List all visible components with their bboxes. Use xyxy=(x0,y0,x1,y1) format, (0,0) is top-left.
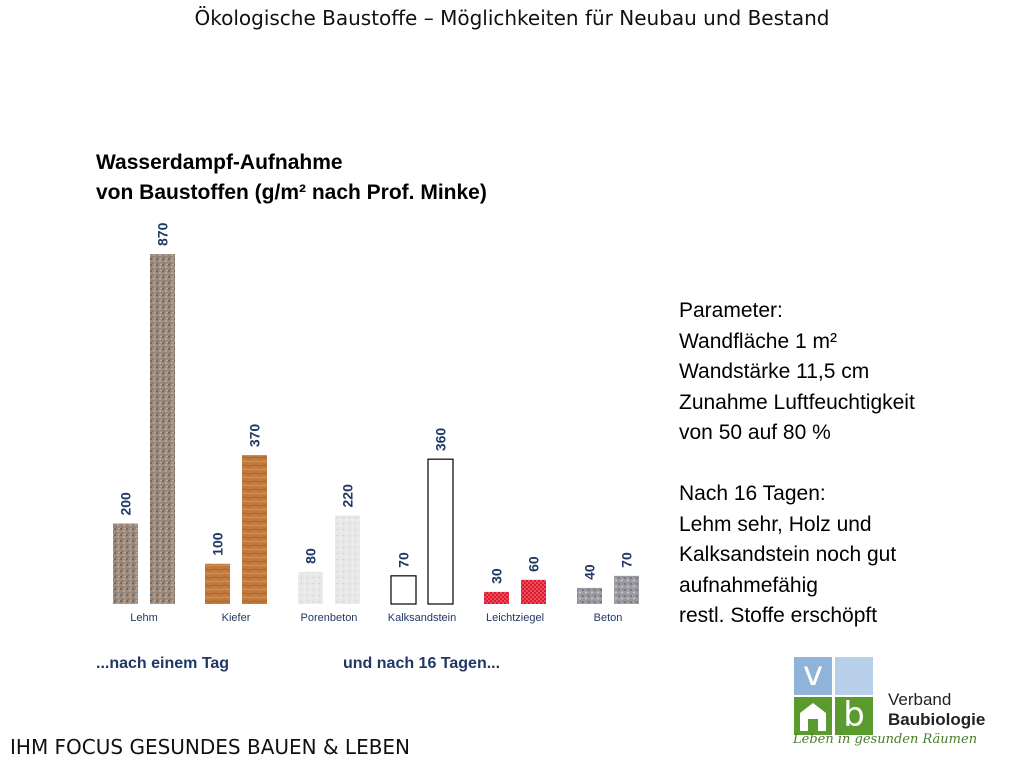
chart-title-line-2: von Baustoffen (g/m² nach Prof. Minke) xyxy=(96,181,487,204)
value-label-leichtziegel-day1: 30 xyxy=(489,568,505,584)
bar-kiefer-day16 xyxy=(242,455,267,604)
bar-lehm-day16 xyxy=(150,254,175,604)
value-label-porenbeton-day1: 80 xyxy=(303,548,319,564)
value-label-lehm-day1: 200 xyxy=(118,492,134,516)
bar-kalksandstein-day1 xyxy=(390,575,417,605)
value-label-kiefer-day16: 370 xyxy=(247,424,263,448)
logo-square-green xyxy=(794,697,832,735)
bars-group xyxy=(113,254,639,605)
logo-letter-v: v xyxy=(802,654,824,694)
value-label-lehm-day16: 870 xyxy=(155,222,171,246)
value-label-beton-day16: 70 xyxy=(619,552,635,568)
value-labels-group: 200 870 100 370 80 220 70 360 30 60 40 70 xyxy=(118,222,635,584)
bar-leichtziegel-day1 xyxy=(484,591,509,604)
value-label-porenbeton-day16: 220 xyxy=(340,484,356,508)
footer-text: IHM FOCUS GESUNDES BAUEN & LEBEN xyxy=(10,735,411,759)
param-line: Lehm sehr, Holz und xyxy=(679,512,872,536)
param-line: aufnahmefähig xyxy=(679,573,818,597)
param-line: Nach 16 Tagen: xyxy=(679,482,826,505)
category-label-beton: Beton xyxy=(594,612,623,624)
chart-title-line-1: Wasserdampf-Aufnahme xyxy=(96,151,343,174)
category-label-porenbeton: Porenbeton xyxy=(301,612,358,624)
bar-leichtziegel-day16 xyxy=(521,579,546,604)
category-label-kalksandstein: Kalksandstein xyxy=(388,612,457,624)
slide-title: Ökologische Baustoffe – Möglichkeiten fü… xyxy=(194,6,830,30)
chart-title: Wasserdampf-Aufnahme von Baustoffen (g/m… xyxy=(96,148,487,208)
caption-sixteen-days: und nach 16 Tagen... xyxy=(343,655,501,672)
bar-kalksandstein-day16 xyxy=(427,458,454,605)
value-label-kalksandstein-day16: 360 xyxy=(433,428,449,452)
value-label-kiefer-day1: 100 xyxy=(210,532,226,556)
bar-porenbeton-day1 xyxy=(298,571,323,604)
param-line xyxy=(679,449,915,480)
category-labels-group: Lehm Kiefer Porenbeton Kalksandstein Leichtz… xyxy=(130,612,622,624)
caption-one-day: ...nach einem Tag xyxy=(96,655,230,672)
category-label-kiefer: Kiefer xyxy=(222,612,251,624)
category-label-lehm: Lehm xyxy=(130,612,158,624)
value-label-beton-day1: 40 xyxy=(582,564,598,580)
bar-beton-day1 xyxy=(577,587,602,604)
logo-tagline: Leben in gesunden Räumen xyxy=(793,732,978,747)
bar-kiefer-day1 xyxy=(205,563,230,604)
param-line: Wandstärke 11,5 cm xyxy=(679,360,870,383)
param-line: Zunahme Luftfeuchtigkeit xyxy=(679,390,915,414)
logo-name-line-1: Verband xyxy=(888,690,952,709)
bar-beton-day16 xyxy=(614,575,639,604)
parameters-text: Parameter: Wandfläche 1 m² Wandstärke 11… xyxy=(679,296,915,632)
param-line: Wandfläche 1 m² xyxy=(679,329,837,353)
param-line: restl. Stoffe erschöpft xyxy=(679,604,878,627)
param-line: Kalksandstein noch gut xyxy=(679,543,897,566)
logo-name-line-2: Baubiologie xyxy=(888,710,986,729)
value-label-leichtziegel-day16: 60 xyxy=(526,556,542,572)
category-label-leichtziegel: Leichtziegel xyxy=(486,612,544,624)
logo-square-b: b xyxy=(835,697,873,735)
logo-square-v: v xyxy=(794,657,832,695)
house-icon xyxy=(800,703,826,731)
logo-square-blue xyxy=(835,657,873,695)
bar-porenbeton-day16 xyxy=(335,515,360,604)
param-line: von 50 auf 80 % xyxy=(679,421,831,444)
bar-lehm-day1 xyxy=(113,523,138,604)
value-label-kalksandstein-day1: 70 xyxy=(396,552,412,568)
param-line: Parameter: xyxy=(679,299,783,322)
logo-letter-b: b xyxy=(843,695,865,735)
